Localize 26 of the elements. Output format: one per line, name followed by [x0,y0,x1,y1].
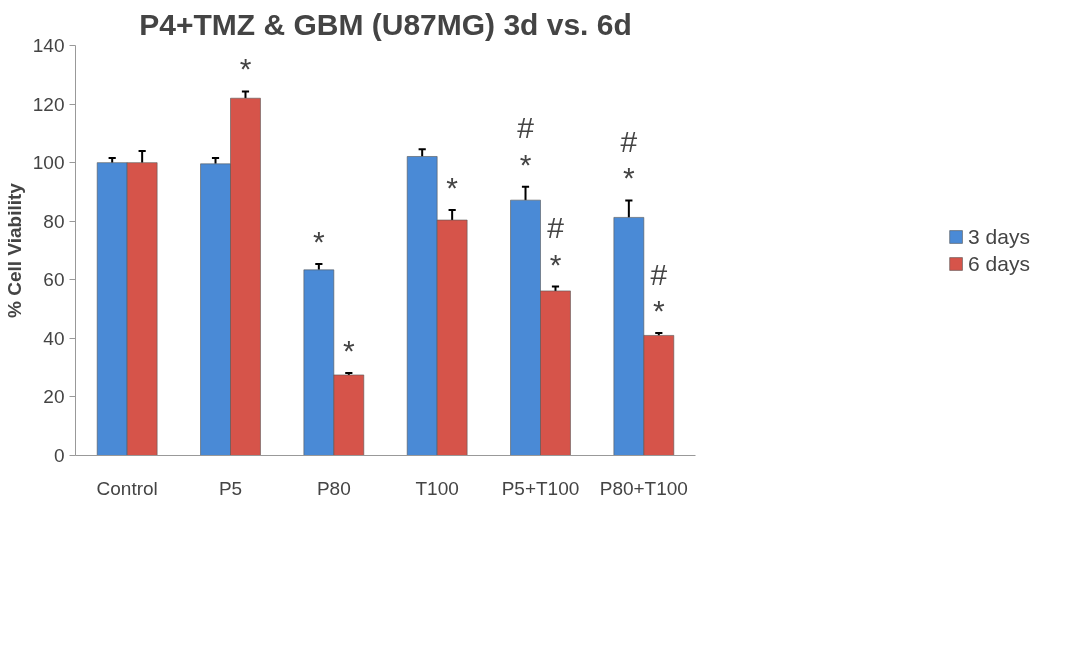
data-label: # * [620,125,638,195]
x-tick-label: P5 [218,477,243,499]
x-tick-label: Control [96,477,158,499]
y-tick-label: 80 [43,210,65,232]
y-tick-label: 60 [43,269,65,291]
data-label: # * [547,211,565,281]
data-label: # * [650,257,668,328]
legend-label: 6 days [968,251,1030,276]
y-tick-label: 20 [43,386,65,408]
x-tick-label: P80+T100 [599,477,688,499]
y-tick-label: 100 [32,152,65,174]
x-tick-label: T100 [415,477,459,499]
x-tick-label: P5+T100 [501,477,580,499]
legend-label: 3 days [968,224,1030,249]
data-label: * [342,333,355,367]
data-label: * [239,52,252,86]
chart-title: P4+TMZ & GBM (U87MG) 3d vs. 6d [139,7,632,41]
y-tick-label: 120 [32,93,65,115]
data-label: # * [517,111,535,181]
y-tick-label: 40 [43,327,65,349]
y-axis-title: % Cell Viability [3,182,25,318]
x-tick-label: P80 [316,477,351,499]
data-label: * [313,224,326,258]
y-tick-label: 140 [32,35,65,56]
y-tick-label: 0 [53,445,65,466]
data-label: * [446,171,459,205]
